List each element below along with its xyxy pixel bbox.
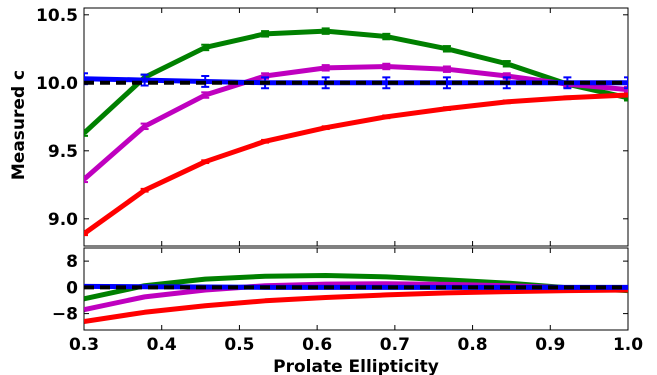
- x-axis-label: Prolate Ellipticity: [273, 357, 439, 375]
- xtick-label: 0.5: [224, 335, 254, 355]
- bottom-ytick-label: −8: [52, 305, 78, 325]
- bottom-plot-area: [84, 273, 628, 324]
- bottom-ytick-label: 8: [66, 252, 78, 272]
- xtick-label: 1.0: [613, 335, 643, 355]
- top-plot-area: [84, 27, 628, 237]
- top-ytick-label: 9.0: [48, 210, 78, 230]
- top-series-line-2: [84, 92, 628, 236]
- xtick-label: 0.6: [302, 335, 332, 355]
- bottom-panel: 8 0 −8 0.3 0.4 0.5 0.6 0.7 0.8 0.9 1.0: [52, 247, 643, 355]
- xtick-label: 0.8: [458, 335, 488, 355]
- top-ytick-label: 10.0: [36, 74, 78, 94]
- top-ytick-label: 9.5: [48, 142, 78, 162]
- xtick-label: 0.7: [380, 335, 410, 355]
- top-series-line-1: [84, 63, 628, 182]
- bottom-series-line-2: [84, 287, 628, 324]
- top-axes-frame: [83, 7, 629, 247]
- top-panel: 9.0 9.5 10.0 10.5: [36, 6, 629, 247]
- y-axis-label: Measured c: [9, 70, 29, 180]
- xtick-label: 0.9: [535, 335, 565, 355]
- top-ytick-label: 10.5: [36, 6, 78, 26]
- bottom-ytick-label: 0: [66, 278, 78, 298]
- top-series-line-0: [84, 28, 628, 135]
- xtick-label: 0.4: [147, 335, 177, 355]
- xtick-label: 0.3: [69, 335, 99, 355]
